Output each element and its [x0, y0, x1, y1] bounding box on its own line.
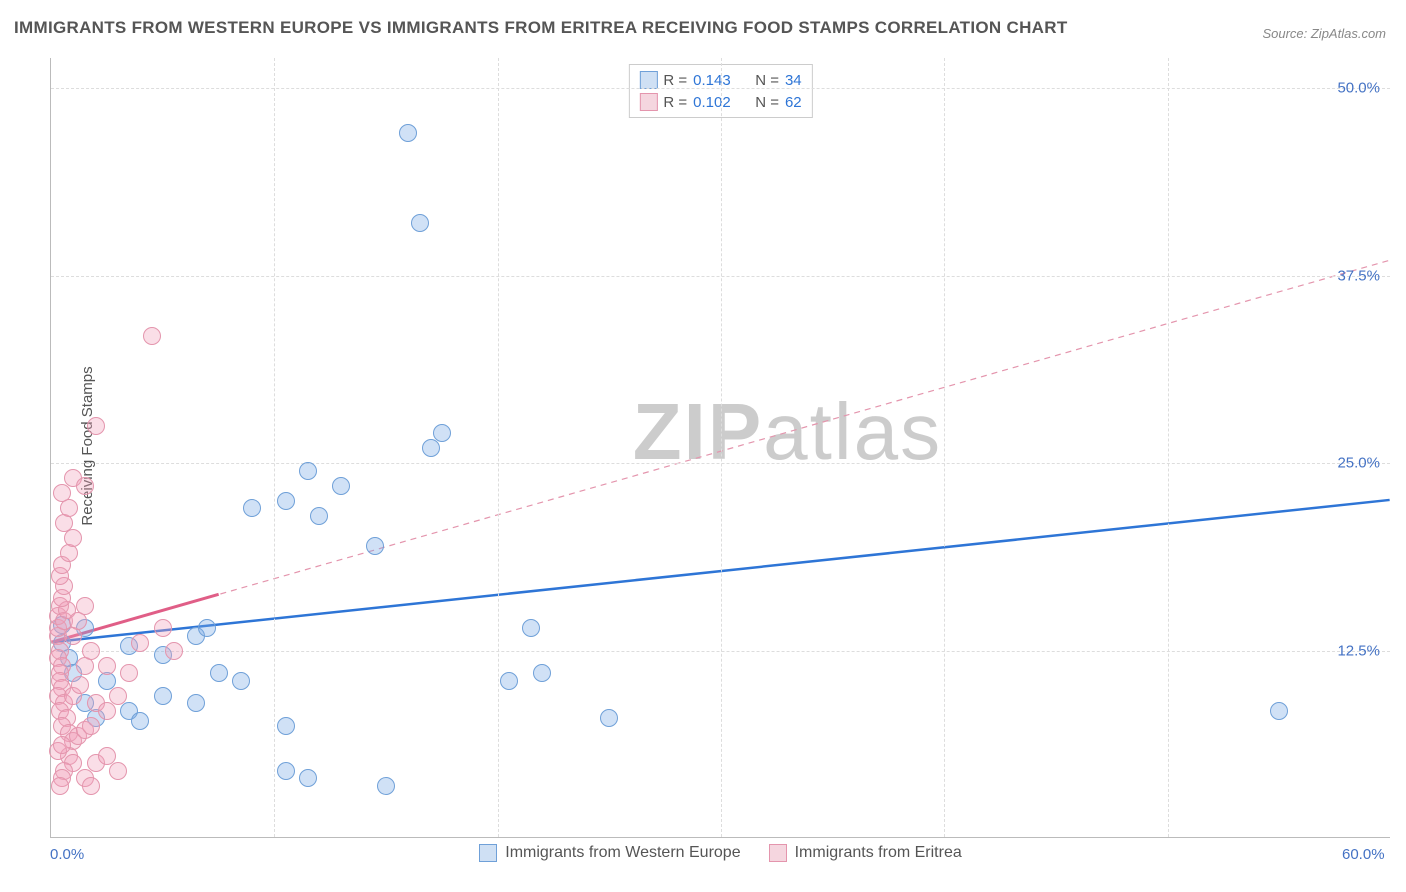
data-point: [120, 664, 138, 682]
data-point: [522, 619, 540, 637]
data-point: [433, 424, 451, 442]
data-point: [210, 664, 228, 682]
data-point: [76, 597, 94, 615]
data-point: [165, 642, 183, 660]
plot-area: ZIPatlas R = 0.143 N = 34R = 0.102 N = 6…: [50, 58, 1390, 838]
data-point: [82, 777, 100, 795]
y-tick-label: 50.0%: [1337, 80, 1380, 97]
gridline-v: [1168, 58, 1169, 837]
gridline-v: [274, 58, 275, 837]
data-point: [53, 736, 71, 754]
data-point: [51, 777, 69, 795]
chart-title: IMMIGRANTS FROM WESTERN EUROPE VS IMMIGR…: [14, 18, 1068, 38]
data-point: [243, 499, 261, 517]
data-point: [131, 712, 149, 730]
data-point: [1270, 702, 1288, 720]
data-point: [299, 462, 317, 480]
data-point: [154, 619, 172, 637]
data-point: [399, 124, 417, 142]
data-point: [82, 717, 100, 735]
gridline-v: [498, 58, 499, 837]
data-point: [187, 694, 205, 712]
data-point: [131, 634, 149, 652]
data-point: [332, 477, 350, 495]
data-point: [366, 537, 384, 555]
data-point: [64, 529, 82, 547]
data-point: [109, 687, 127, 705]
x-tick-min: 0.0%: [50, 846, 84, 863]
legend-swatch: [769, 844, 787, 862]
data-point: [198, 619, 216, 637]
data-point: [422, 439, 440, 457]
data-point: [71, 676, 89, 694]
data-point: [87, 417, 105, 435]
data-point: [53, 484, 71, 502]
data-point: [500, 672, 518, 690]
x-tick-max: 60.0%: [1342, 846, 1385, 863]
data-point: [98, 702, 116, 720]
data-point: [533, 664, 551, 682]
y-tick-label: 12.5%: [1337, 642, 1380, 659]
y-tick-label: 37.5%: [1337, 267, 1380, 284]
gridline-v: [721, 58, 722, 837]
data-point: [109, 762, 127, 780]
data-point: [277, 762, 295, 780]
gridline-v: [944, 58, 945, 837]
legend-item: Immigrants from Western Europe: [479, 844, 740, 862]
data-point: [143, 327, 161, 345]
data-point: [377, 777, 395, 795]
data-point: [600, 709, 618, 727]
legend-series: Immigrants from Western Europe Immigrants…: [51, 844, 1390, 867]
data-point: [299, 769, 317, 787]
legend-item: Immigrants from Eritrea: [769, 844, 962, 862]
data-point: [76, 477, 94, 495]
legend-swatch: [639, 71, 657, 89]
legend-swatch: [639, 93, 657, 111]
data-point: [82, 642, 100, 660]
data-point: [98, 657, 116, 675]
legend-swatch: [479, 844, 497, 862]
data-point: [154, 687, 172, 705]
y-tick-label: 25.0%: [1337, 455, 1380, 472]
watermark: ZIPatlas: [633, 386, 942, 478]
data-point: [277, 492, 295, 510]
source-label: Source: ZipAtlas.com: [1262, 26, 1386, 41]
data-point: [411, 214, 429, 232]
data-point: [310, 507, 328, 525]
data-point: [277, 717, 295, 735]
data-point: [232, 672, 250, 690]
